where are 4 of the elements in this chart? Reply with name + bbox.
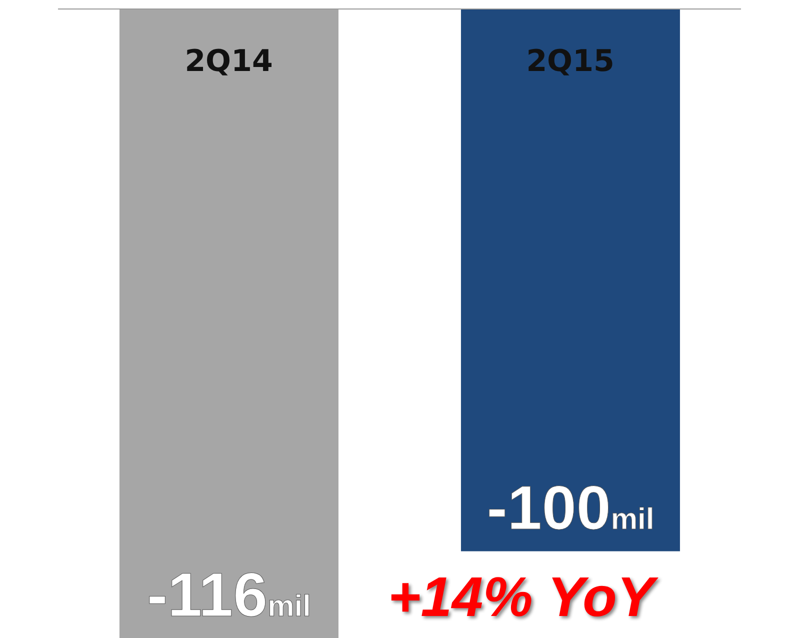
data-label: -116mil: [146, 561, 311, 630]
x-tick-label: 2Q15: [526, 44, 614, 79]
x-tick-label: 2Q14: [184, 44, 273, 79]
data-label: -100mil: [486, 474, 654, 544]
